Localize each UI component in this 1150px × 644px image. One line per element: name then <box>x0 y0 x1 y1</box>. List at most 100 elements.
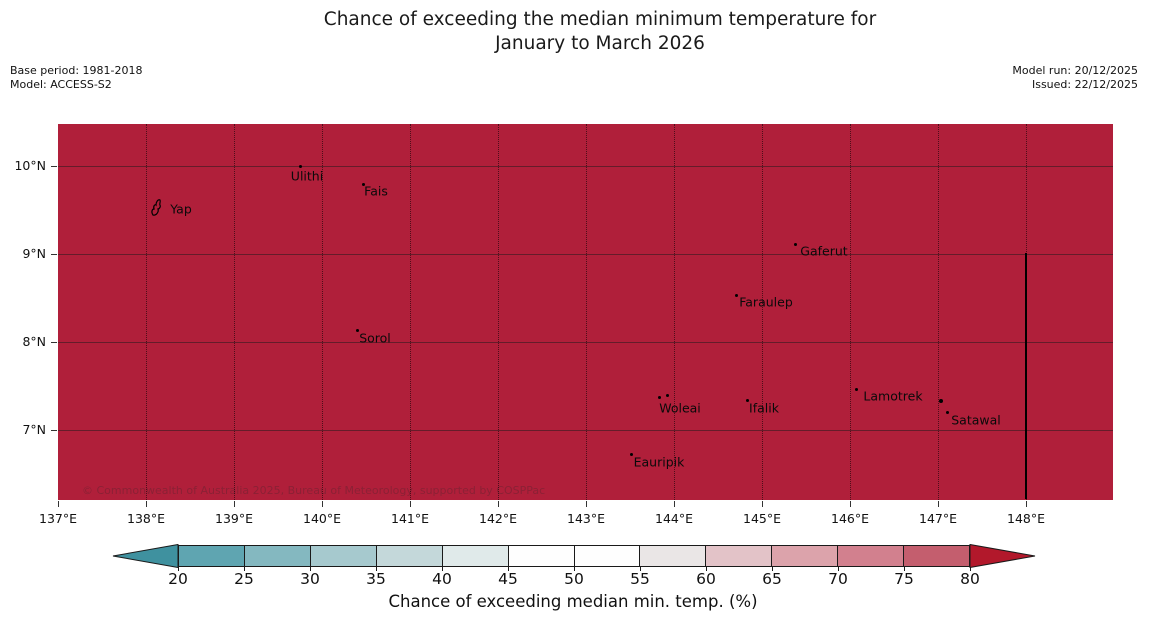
colorbar-tick-mark <box>309 567 311 571</box>
colorbar-tick-mark <box>837 567 839 571</box>
lon-tick-label: 138°E <box>126 511 166 526</box>
island-label-yap: Yap <box>170 201 192 217</box>
island-marker <box>629 452 633 456</box>
lon-tick-mark <box>497 501 499 507</box>
lon-gridline <box>321 124 323 500</box>
lon-tick-mark <box>585 501 587 507</box>
title-line1: Chance of exceeding the median minimum t… <box>323 9 877 30</box>
island-marker <box>854 387 858 391</box>
colorbar-tick-mark <box>705 567 707 571</box>
island-label-gaferut: Gaferut <box>800 243 848 259</box>
colorbar-segment <box>639 546 706 566</box>
model-run-text: Model run: 20/12/2025 <box>1012 64 1138 77</box>
lon-tick-label: 146°E <box>830 511 870 526</box>
island-marker <box>734 293 738 297</box>
colorbar-tick-mark <box>507 567 509 571</box>
lon-tick-label: 148°E <box>1006 511 1046 526</box>
island-marker <box>745 398 749 402</box>
model-text: Model: ACCESS-S2 <box>10 78 112 91</box>
lon-tick-label: 141°E <box>390 511 430 526</box>
colorbar-bar <box>178 545 970 567</box>
colorbar-segment <box>837 546 904 566</box>
colorbar-tick-label: 60 <box>696 570 716 588</box>
lon-gridline <box>585 124 587 500</box>
meta-right: Model run: 20/12/2025 Issued: 22/12/2025 <box>1012 64 1138 92</box>
island-label-fais: Fais <box>364 183 388 199</box>
lon-tick-mark <box>409 501 411 507</box>
colorbar-tick-label: 80 <box>960 570 980 588</box>
issued-text: Issued: 22/12/2025 <box>1031 78 1138 91</box>
colorbar-tick-label: 65 <box>762 570 782 588</box>
colorbar-tick-label: 70 <box>828 570 848 588</box>
yap-island-outline <box>151 199 161 216</box>
lat-tick-label: 9°N <box>22 246 46 261</box>
lon-tick-label: 140°E <box>302 511 342 526</box>
colorbar-tick-label: 30 <box>300 570 320 588</box>
colorbar-tick-label: 45 <box>498 570 518 588</box>
map-plot: © Commonwealth of Australia 2025, Bureau… <box>58 124 1113 500</box>
meta-left: Base period: 1981-2018 Model: ACCESS-S2 <box>10 64 142 92</box>
lat-gridline <box>58 429 1113 431</box>
lon-tick-mark <box>1025 501 1027 507</box>
colorbar-tick-label: 20 <box>168 570 188 588</box>
colorbar-tick-label: 35 <box>366 570 386 588</box>
lon-gridline <box>145 124 147 500</box>
lon-tick-mark <box>145 501 147 507</box>
lon-gridline <box>673 124 675 500</box>
colorbar-tick-label: 25 <box>234 570 254 588</box>
region-border-line <box>1025 253 1027 499</box>
base-period-text: Base period: 1981-2018 <box>10 64 143 77</box>
lon-tick-mark <box>937 501 939 507</box>
island-marker <box>298 164 302 168</box>
colorbar-tick-label: 50 <box>564 570 584 588</box>
colorbar-tick-mark <box>639 567 641 571</box>
island-marker <box>665 393 669 397</box>
lat-tick-mark <box>51 253 57 255</box>
title-line2: January to March 2026 <box>495 33 705 54</box>
lon-tick-label: 145°E <box>742 511 782 526</box>
colorbar-segment <box>771 546 838 566</box>
island-label-faraulep: Faraulep <box>739 294 793 310</box>
lat-tick-label: 10°N <box>14 158 46 173</box>
island-label-woleai: Woleai <box>659 400 701 416</box>
lon-tick-label: 144°E <box>654 511 694 526</box>
lon-gridline <box>761 124 763 500</box>
lon-tick-mark <box>57 501 59 507</box>
lat-tick-label: 7°N <box>22 422 46 437</box>
colorbar-tick-mark <box>375 567 377 571</box>
lat-tick-mark <box>51 429 57 431</box>
lon-tick-label: 139°E <box>214 511 254 526</box>
colorbar-tick-label: 55 <box>630 570 650 588</box>
island-marker <box>945 410 949 414</box>
lon-tick-label: 147°E <box>918 511 958 526</box>
colorbar-segment <box>375 546 442 566</box>
island-label-eauripik: Eauripik <box>633 454 685 470</box>
island-marker <box>793 242 797 246</box>
colorbar-tick-mark <box>243 567 245 571</box>
colorbar-segment <box>309 546 376 566</box>
lon-gridline <box>849 124 851 500</box>
colorbar-tick-mark <box>573 567 575 571</box>
colorbar-tick-mark <box>969 567 971 571</box>
colorbar-label: Chance of exceeding median min. temp. (%… <box>388 592 758 611</box>
colorbar-under-arrow <box>112 544 179 568</box>
lon-tick-mark <box>761 501 763 507</box>
lon-tick-label: 143°E <box>566 511 606 526</box>
figure-title: Chance of exceeding the median minimum t… <box>324 8 876 56</box>
lon-tick-mark <box>849 501 851 507</box>
colorbar-segment <box>507 546 574 566</box>
island-label-ifalik: Ifalik <box>749 400 779 416</box>
lat-tick-mark <box>51 165 57 167</box>
lon-tick-mark <box>233 501 235 507</box>
colorbar-tick-mark <box>441 567 443 571</box>
colorbar-tick-mark <box>177 567 179 571</box>
lon-gridline <box>497 124 499 500</box>
lat-gridline <box>58 341 1113 343</box>
island-label-satawal: Satawal <box>951 412 1001 428</box>
lon-gridline <box>937 124 939 500</box>
island-marker <box>657 395 661 399</box>
colorbar-segment <box>441 546 508 566</box>
lat-gridline <box>58 253 1113 255</box>
island-marker <box>355 328 359 332</box>
colorbar-tick-label: 40 <box>432 570 452 588</box>
